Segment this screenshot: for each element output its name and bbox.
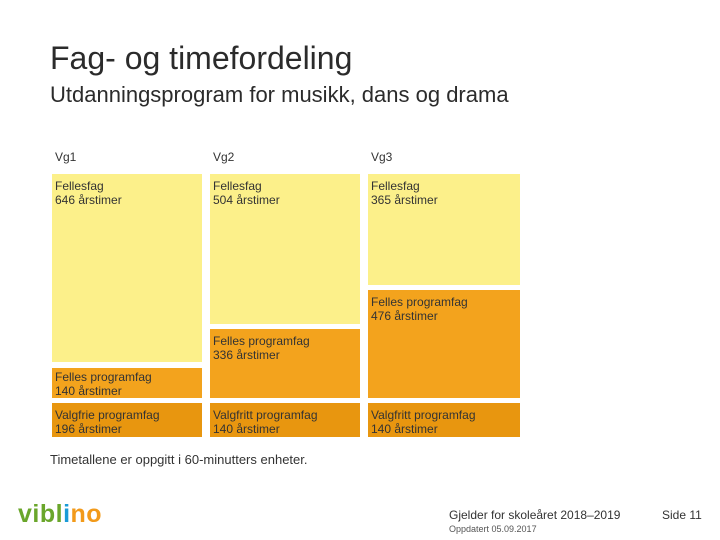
vg1-valgfrie-block: Valgfrie programfag 196 årstimer: [52, 403, 202, 437]
vg3-fellesfag-label: Fellesfag: [371, 179, 420, 193]
updated-date: Oppdatert 05.09.2017: [449, 524, 537, 534]
viblio-logo: viblino: [18, 500, 102, 529]
vg2-felles-programfag-block: Felles programfag 336 årstimer: [210, 329, 360, 398]
vg2-felles-programfag-label: Felles programfag: [213, 334, 310, 348]
vg3-valgfrie-hours: 140 årstimer: [371, 422, 438, 436]
column-heading-vg2: Vg2: [213, 150, 235, 164]
footnote: Timetallene er oppgitt i 60-minutters en…: [50, 452, 308, 467]
vg2-fellesfag-label: Fellesfag: [213, 179, 262, 193]
logo-part-1: vibl: [18, 500, 64, 528]
vg2-valgfrie-label: Valgfritt programfag: [213, 408, 318, 422]
vg1-fellesfag-label: Fellesfag: [55, 179, 104, 193]
school-year-text: Gjelder for skoleåret 2018–2019: [449, 508, 621, 522]
vg2-fellesfag-hours: 504 årstimer: [213, 193, 280, 207]
vg1-felles-programfag-label: Felles programfag: [55, 370, 152, 384]
vg3-valgfrie-block: Valgfritt programfag 140 årstimer: [368, 403, 520, 437]
logo-part-3: no: [70, 500, 103, 528]
vg3-felles-programfag-label: Felles programfag: [371, 295, 468, 309]
column-heading-vg3: Vg3: [371, 150, 393, 164]
vg3-felles-programfag-block: Felles programfag 476 årstimer: [368, 290, 520, 398]
column-heading-vg1: Vg1: [55, 150, 77, 164]
vg2-fellesfag-block: Fellesfag 504 årstimer: [210, 174, 360, 324]
vg1-valgfrie-hours: 196 årstimer: [55, 422, 122, 436]
page-title: Fag- og timefordeling: [50, 40, 353, 76]
vg1-fellesfag-hours: 646 årstimer: [55, 193, 122, 207]
logo-part-2: i: [63, 500, 71, 528]
vg3-felles-programfag-hours: 476 årstimer: [371, 309, 438, 323]
vg1-valgfrie-label: Valgfrie programfag: [55, 408, 160, 422]
vg2-valgfrie-block: Valgfritt programfag 140 årstimer: [210, 403, 360, 437]
page-number: Side 11: [662, 508, 702, 522]
vg2-felles-programfag-hours: 336 årstimer: [213, 348, 280, 362]
vg1-felles-programfag-block: Felles programfag 140 årstimer: [52, 368, 202, 398]
vg3-valgfrie-label: Valgfritt programfag: [371, 408, 476, 422]
vg3-fellesfag-block: Fellesfag 365 årstimer: [368, 174, 520, 285]
vg2-valgfrie-hours: 140 årstimer: [213, 422, 280, 436]
vg3-fellesfag-hours: 365 årstimer: [371, 193, 438, 207]
page-subtitle: Utdanningsprogram for musikk, dans og dr…: [50, 82, 509, 107]
vg1-fellesfag-block: Fellesfag 646 årstimer: [52, 174, 202, 362]
vg1-felles-programfag-hours: 140 årstimer: [55, 384, 122, 398]
